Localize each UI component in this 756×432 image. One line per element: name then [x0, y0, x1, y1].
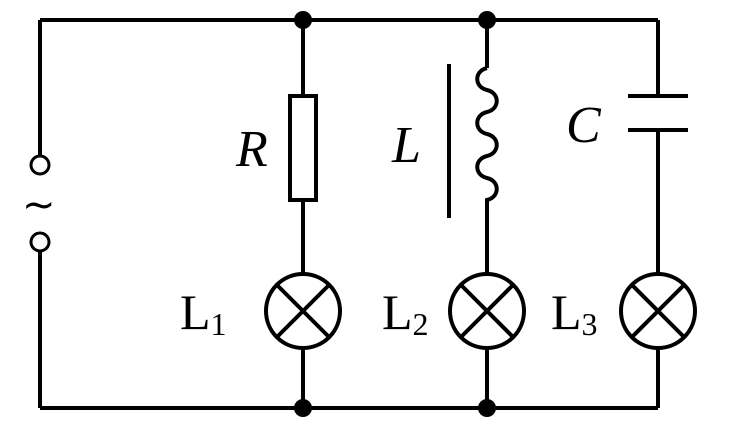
lamp-l3-letter: L: [551, 284, 582, 340]
ac-terminal-bottom: [29, 231, 51, 253]
lamp-l2-label: L2: [382, 284, 429, 342]
lamp-l1-letter: L: [180, 284, 211, 340]
lamp-l1-cross-b: [275, 283, 331, 339]
junction-bottom-resistor: [294, 399, 312, 417]
lamp-l2-subscript: 2: [413, 306, 429, 342]
lamp-l1: [264, 272, 342, 350]
lamp-l2-letter: L: [382, 284, 413, 340]
lamp-l1-label: L1: [180, 284, 227, 342]
lamp-l2: [448, 272, 526, 350]
capacitor-label: C: [566, 97, 602, 154]
inductor-label: L: [391, 117, 421, 174]
ac-source-symbol: ~: [22, 182, 56, 228]
resistor-label: R: [235, 121, 268, 178]
junction-top-resistor: [294, 11, 312, 29]
junction-top-inductor: [478, 11, 496, 29]
junction-bottom-inductor: [478, 399, 496, 417]
lamp-l1-subscript: 1: [211, 306, 227, 342]
resistor-symbol: [288, 94, 318, 202]
inductor-coil: [475, 66, 499, 212]
lamp-l3: [619, 272, 697, 350]
lamp-l3-cross-b: [630, 283, 686, 339]
ac-terminal-top: [29, 154, 51, 176]
lamp-l3-label: L3: [551, 284, 598, 342]
lamp-l3-subscript: 3: [582, 306, 598, 342]
lamp-l2-cross-b: [459, 283, 515, 339]
